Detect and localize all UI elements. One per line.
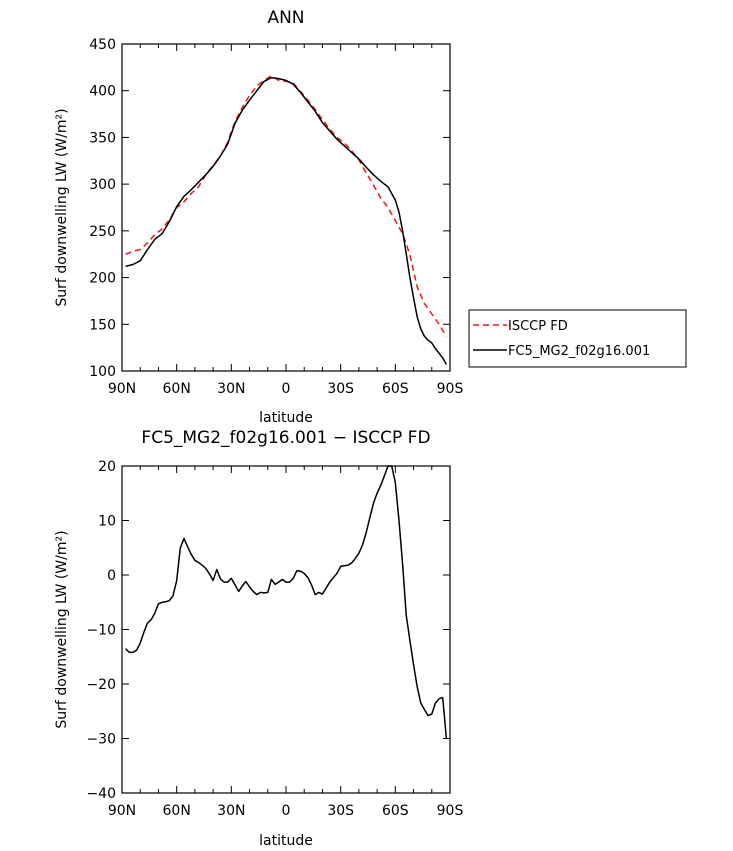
x-tick-label: 30S	[327, 803, 354, 819]
x-tick-label: 60N	[163, 803, 191, 819]
y-tick-label: 100	[89, 364, 116, 380]
x-tick-label: 90N	[108, 803, 136, 819]
y-tick-label: −30	[86, 732, 116, 748]
bottom-title: FC5_MG2_f02g16.001 − ISCCP FD	[141, 428, 430, 448]
y-tick-label: 200	[89, 271, 116, 287]
bottom-plot-frame	[121, 465, 451, 794]
legend: ISCCP FD FC5_MG2_f02g16.001	[468, 309, 687, 368]
y-tick-label: −40	[86, 786, 116, 802]
y-tick-label: 400	[89, 84, 116, 100]
top-x-ticks: 90N 60N 30N 0 30S 60S 90S	[108, 44, 464, 397]
top-y-ticks: 100 150 200 250 300 350 400 450	[89, 37, 450, 380]
x-tick-label: 60S	[382, 381, 409, 397]
y-tick-label: 0	[107, 568, 116, 584]
x-tick-label: 30N	[217, 803, 245, 819]
y-tick-label: −20	[86, 677, 116, 693]
bottom-x-ticks: 90N 60N 30N 0 30S 60S 90S	[108, 466, 464, 819]
series-line-0-1	[125, 76, 448, 365]
legend-label-fc5: FC5_MG2_f02g16.001	[508, 344, 650, 359]
x-tick-label: 90S	[437, 381, 464, 397]
y-tick-label: 250	[89, 224, 116, 240]
series-line-0-0	[125, 75, 448, 337]
legend-box	[468, 309, 687, 368]
x-tick-label: 60S	[382, 803, 409, 819]
legend-label-isccp: ISCCP FD	[508, 319, 568, 334]
top-plot-frame	[121, 43, 451, 372]
y-tick-label: 300	[89, 177, 116, 193]
bottom-series-lines	[125, 465, 448, 739]
x-tick-label: 0	[282, 381, 291, 397]
top-title: ANN	[267, 8, 304, 28]
series-line-1-0	[125, 465, 448, 739]
y-tick-label: 10	[98, 514, 116, 530]
y-tick-label: 450	[89, 37, 116, 53]
top-series-lines	[125, 75, 448, 365]
x-tick-label: 30N	[217, 381, 245, 397]
y-tick-label: 20	[98, 459, 116, 475]
y-tick-label: −10	[86, 623, 116, 639]
y-tick-label: 350	[89, 130, 116, 146]
bottom-panel: FC5_MG2_f02g16.001 − ISCCP FD −40−30−20−…	[54, 428, 463, 849]
y-tick-label: 150	[89, 317, 116, 333]
top-panel: ANN 100 150 200 250 300 350 400 450 90N 60N 30N 0 3…	[54, 8, 687, 426]
x-tick-label: 60N	[163, 381, 191, 397]
x-tick-label: 30S	[327, 381, 354, 397]
x-tick-label: 90S	[437, 803, 464, 819]
top-x-axis-label: latitude	[259, 410, 313, 426]
bottom-y-ticks: −40 −30 −20 −10 0 10 20	[86, 459, 450, 802]
top-y-axis-label: Surf downwelling LW (W/m²)	[54, 108, 70, 306]
bottom-x-axis-label: latitude	[259, 833, 313, 849]
x-tick-label: 90N	[108, 381, 136, 397]
x-tick-label: 0	[282, 803, 291, 819]
bottom-y-axis-label: Surf downwelling LW (W/m²)	[54, 530, 70, 728]
